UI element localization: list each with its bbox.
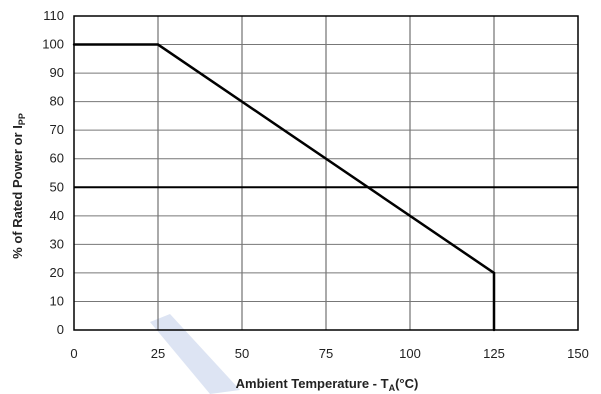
data-point-0-1 [156,43,160,46]
data-point-0-2 [492,271,496,275]
grid [73,15,579,331]
y-tick-label-70: 70 [50,122,64,137]
y-tick-label-20: 20 [50,265,64,280]
y-tick-label-50: 50 [50,179,64,194]
x-tick-label-50: 50 [235,346,249,361]
x-tick-label-150: 150 [567,346,589,361]
y-axis-title: % of Rated Power or IPP [10,113,27,259]
y-tick-label-80: 80 [50,94,64,109]
plot-frame [73,15,579,331]
x-tick-label-25: 25 [151,346,165,361]
y-tick-label-0: 0 [57,322,64,337]
data-point-0-0 [72,43,76,46]
watermark-arrow [150,314,240,394]
y-tick-label-90: 90 [50,65,64,80]
x-tick-label-75: 75 [319,346,333,361]
y-tick-label-40: 40 [50,208,64,223]
x-tick-labels: 0 25 50 75 100 125 150 [70,346,588,361]
y-tick-label-100: 100 [42,37,64,52]
series-group [72,43,496,332]
y-tick-labels: 0 10 20 30 40 50 60 70 80 90 100 110 [42,8,64,337]
x-axis-title: Ambient Temperature - TA(°C) [236,376,419,393]
y-tick-label-30: 30 [50,236,64,251]
derating-curve-0 [74,43,496,330]
x-tick-label-125: 125 [483,346,505,361]
x-tick-label-0: 0 [70,346,77,361]
data-point-0-3 [492,328,496,332]
y-tick-label-10: 10 [50,293,64,308]
y-tick-label-110: 110 [43,8,64,23]
x-tick-label-100: 100 [399,346,421,361]
y-tick-label-60: 60 [50,151,64,166]
